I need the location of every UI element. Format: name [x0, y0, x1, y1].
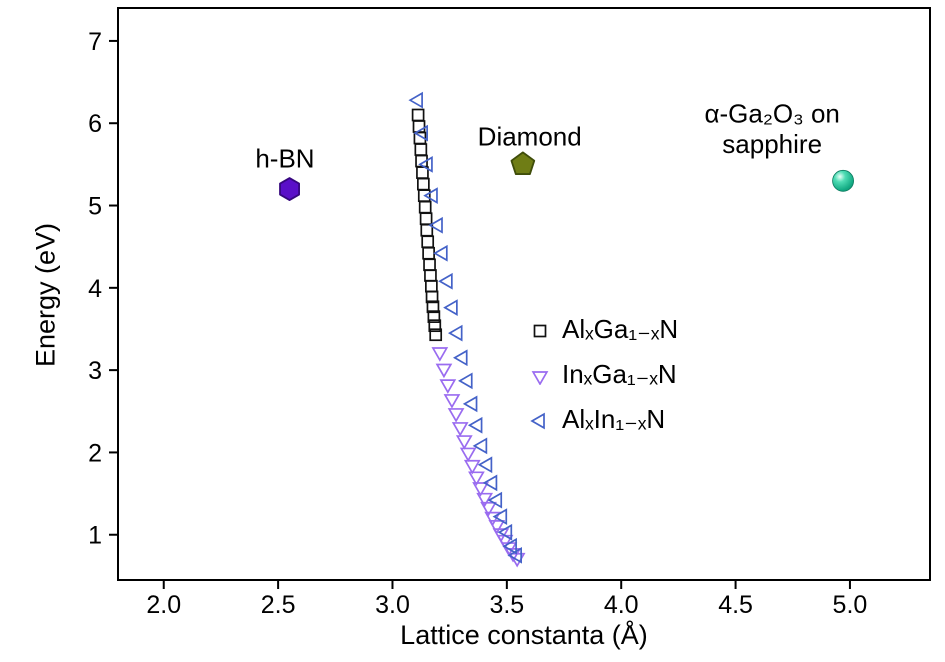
data-point-marker: [502, 537, 517, 555]
legend-marker-glyph: [530, 412, 545, 429]
y-tick-label: 2: [88, 439, 102, 467]
data-point-marker: [455, 435, 473, 450]
data-point-marker: [425, 279, 438, 293]
data-point-marker: [439, 379, 457, 394]
data-point-marker: [472, 482, 489, 497]
data-point-marker: [429, 328, 443, 342]
legend-row-alinn: AlₓIn₁₋ₓN: [530, 404, 678, 435]
data-point-marker: [533, 324, 547, 337]
data-point-marker: [459, 447, 477, 463]
data-point-marker: [422, 246, 435, 260]
legend-row-ingan: InₓGa₁₋ₓN: [530, 359, 678, 390]
label-ga2o3-sapphire: α-Ga₂O₃ on: [704, 98, 839, 128]
legend-item-label: InₓGa₁₋ₓN: [562, 359, 677, 389]
label-h-bn: h-BN: [255, 144, 314, 174]
label-diamond: Diamond: [478, 121, 582, 151]
material-diamond: Diamond: [478, 121, 582, 175]
x-tick-label: 4.5: [718, 591, 753, 619]
data-point-marker: [443, 299, 458, 316]
x-tick-label: 2.5: [261, 591, 296, 619]
material-marker: [832, 169, 854, 192]
data-point-marker: [438, 272, 453, 290]
data-point-marker: [414, 143, 428, 156]
series-alinn: [408, 91, 522, 564]
x-tick-label: 3.0: [375, 591, 410, 619]
x-tick-label: 5.0: [833, 591, 868, 619]
data-point-marker: [427, 310, 441, 323]
data-point-marker: [408, 91, 423, 109]
data-point-marker: [431, 347, 449, 362]
data-point-marker: [476, 492, 494, 508]
data-point-marker: [531, 370, 549, 385]
data-point-marker: [411, 108, 425, 122]
data-point-marker: [462, 395, 478, 413]
legend-marker-glyph: [531, 370, 549, 385]
data-point-marker: [467, 416, 483, 434]
data-point-marker: [468, 471, 485, 487]
data-point-marker: [418, 200, 432, 214]
x-tick-label: 2.0: [146, 591, 181, 619]
legend: AlₓGa₁₋ₓN InₓGa₁₋ₓN AlₓIn₁₋ₓN: [530, 314, 678, 435]
legend-marker-triangle-down-icon: [530, 365, 550, 385]
data-point-marker: [417, 177, 430, 191]
data-point-marker: [428, 216, 443, 234]
data-point-marker: [413, 124, 428, 142]
data-point-marker: [482, 474, 498, 492]
y-tick-label: 6: [88, 110, 102, 138]
y-tick-label: 3: [88, 357, 102, 385]
data-point-marker: [487, 491, 503, 509]
axis-ticks: 2.0 2.5 3.0 3.5 4.0 4.5 5.0 1 2 3 4 5 6 7: [88, 28, 867, 619]
legend-item-label: AlₓIn₁₋ₓN: [562, 404, 666, 434]
legend-marker-triangle-left-icon: [530, 410, 550, 430]
legend-marker-square-icon: [530, 320, 550, 340]
data-point-marker: [530, 412, 545, 429]
x-tick-label: 4.0: [604, 591, 639, 619]
data-point-marker: [426, 300, 440, 314]
y-tick-label: 5: [88, 193, 102, 221]
plot-border: [117, 7, 931, 581]
data-point-marker: [477, 456, 493, 474]
data-point-marker: [428, 319, 442, 333]
x-tick-label: 3.5: [489, 591, 524, 619]
data-point-marker: [447, 408, 465, 423]
data-point-marker: [418, 156, 433, 173]
series-algan: [411, 108, 443, 342]
data-point-marker: [447, 324, 463, 342]
x-axis-label: Lattice constanta (Å): [400, 620, 648, 650]
data-point-marker: [433, 244, 448, 262]
data-point-marker: [472, 437, 488, 455]
data-point-marker: [463, 459, 481, 475]
data-point-marker: [419, 212, 433, 226]
data-point-marker: [492, 508, 508, 525]
material-marker: [510, 151, 536, 175]
series-ingan: [431, 347, 526, 568]
material-h-bn: h-BN: [255, 144, 315, 201]
data-point-marker: [488, 520, 506, 535]
legend-item-label: AlₓGa₁₋ₓN: [562, 314, 679, 344]
data-point-marker: [452, 349, 468, 367]
y-tick-label: 4: [88, 275, 102, 303]
legend-row-algan: AlₓGa₁₋ₓN: [530, 314, 678, 345]
data-point-marker: [507, 546, 522, 564]
y-axis-label: Energy (eV): [30, 222, 61, 368]
data-point-marker: [423, 187, 438, 205]
data-point-marker: [451, 422, 469, 437]
y-tick-label: 7: [88, 28, 102, 56]
data-point-marker: [480, 501, 497, 517]
data-point-marker: [443, 394, 461, 409]
material-marker: [279, 177, 300, 201]
data-point-marker: [421, 235, 435, 249]
y-tick-label: 1: [88, 522, 102, 550]
label-ga2o3-sapphire: sapphire: [722, 129, 822, 159]
data-point-marker: [497, 523, 513, 541]
data-point-marker: [424, 269, 437, 282]
data-point-marker: [458, 372, 473, 390]
legend-marker-glyph: [533, 324, 547, 337]
data-point-marker: [425, 290, 439, 304]
data-point-marker: [423, 258, 436, 272]
data-point-marker: [435, 363, 453, 379]
